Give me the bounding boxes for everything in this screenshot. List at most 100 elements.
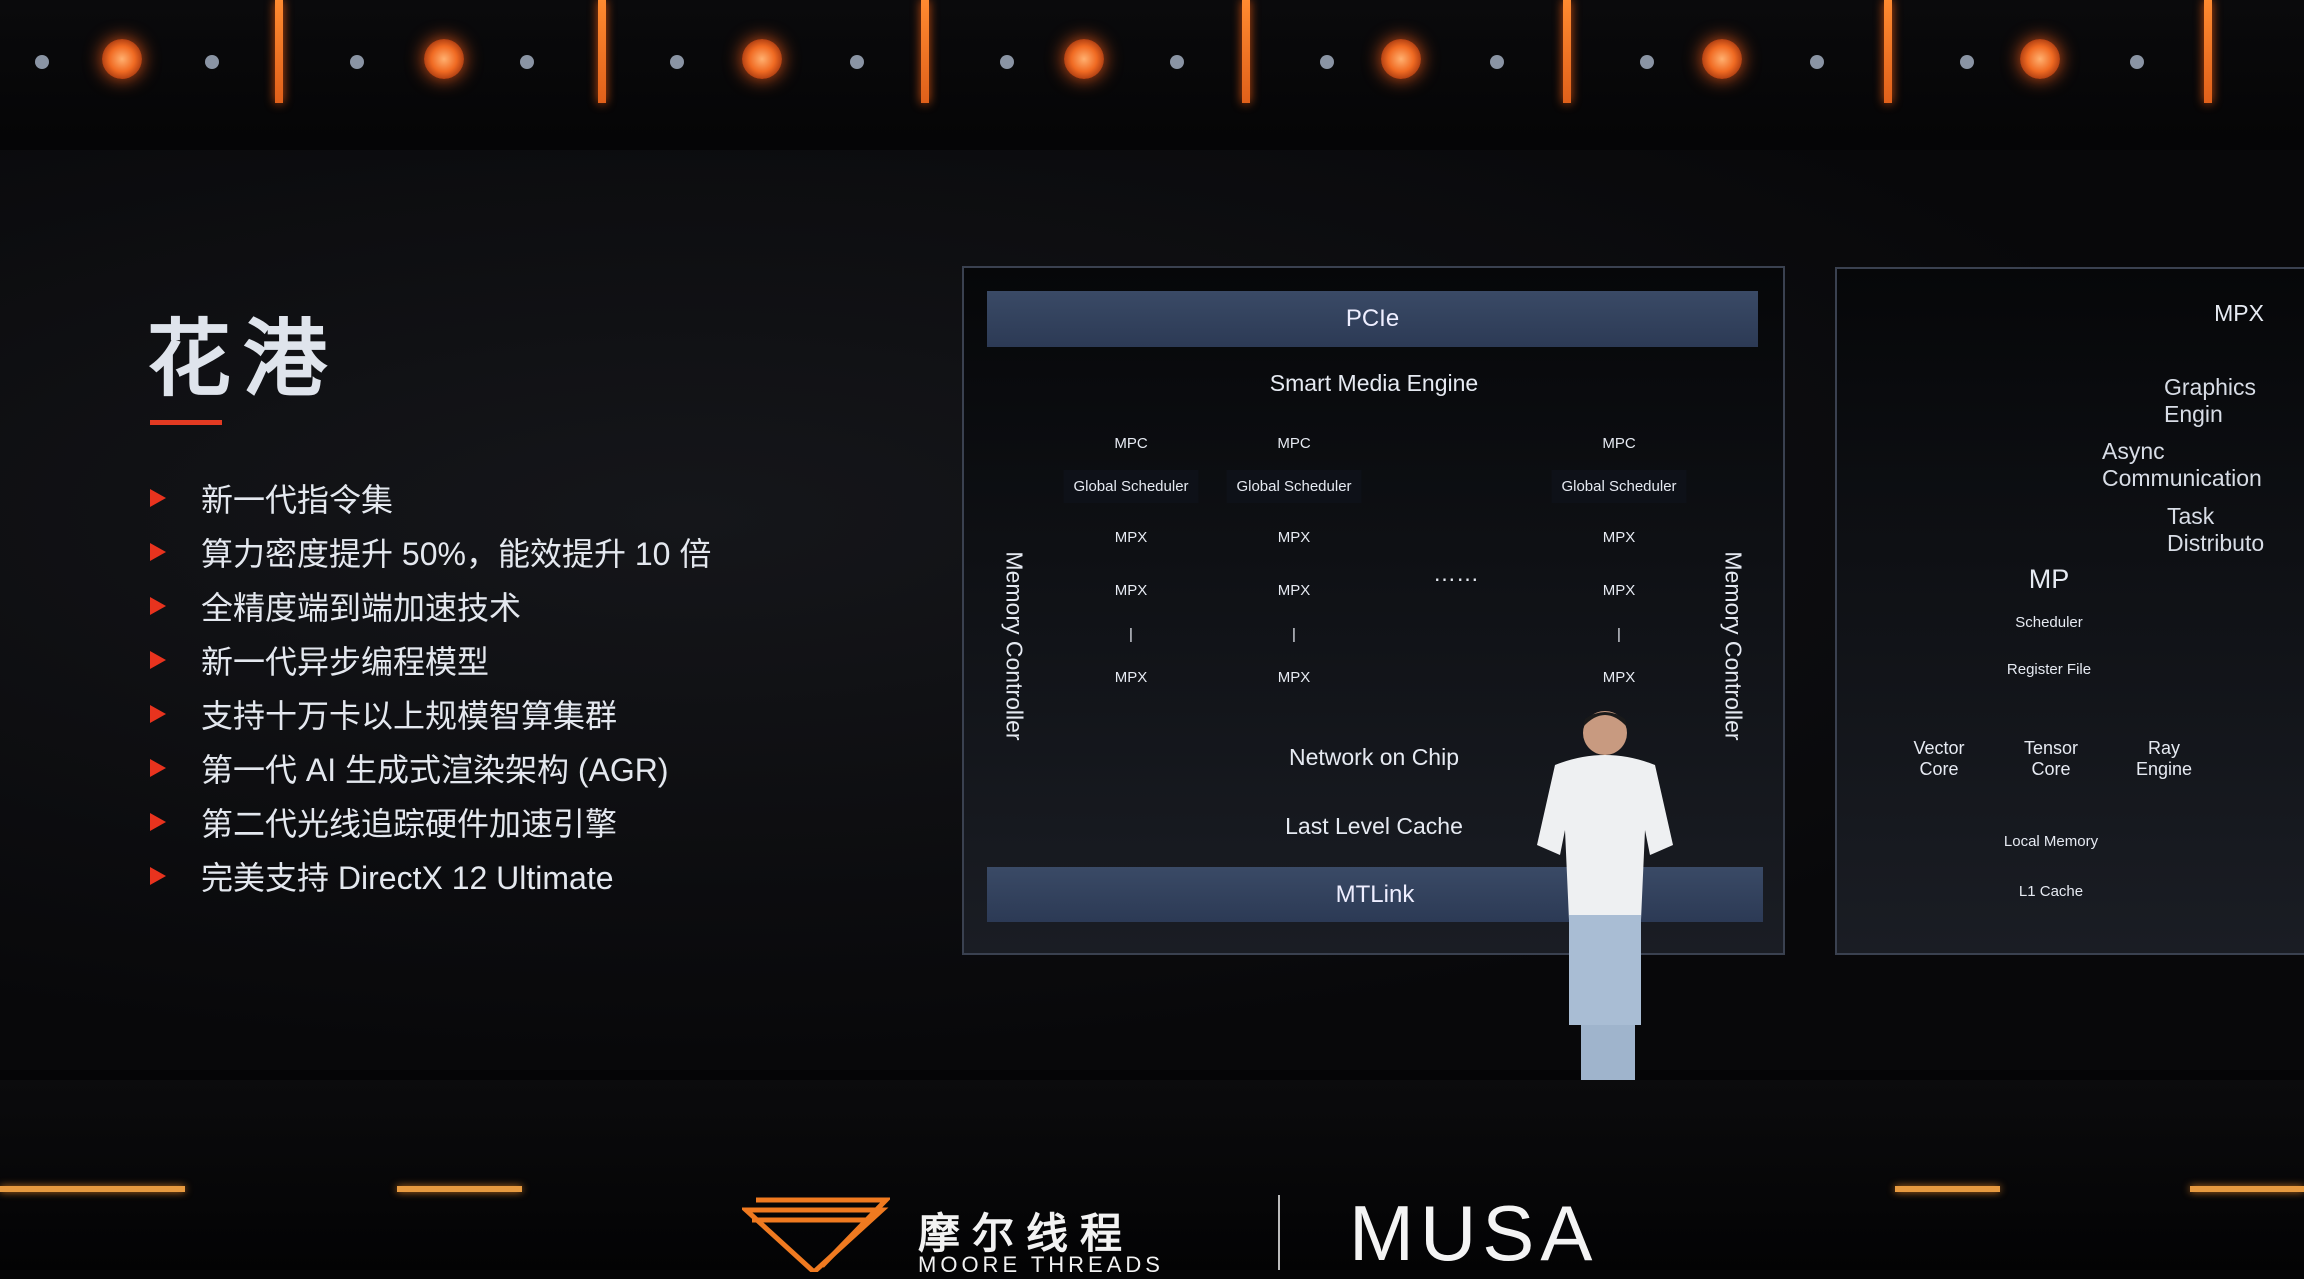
local-memory: Local Memory [2003, 833, 2099, 850]
graphics-engine: Graphics Engin [2164, 374, 2257, 427]
bullet-arrow-icon [150, 597, 166, 615]
spotlight [1640, 55, 1654, 69]
vector-core: Vector Core [1913, 738, 1965, 779]
register-file: Register File [2006, 661, 2092, 678]
bullet-arrow-icon [150, 867, 166, 885]
slide-title: 花港 [147, 312, 340, 406]
bullet-item: 新一代指令集 [150, 478, 393, 518]
bullet-text: 全精度端到端加速技术 [201, 590, 522, 626]
spotlight [205, 55, 219, 69]
bullet-arrow-icon [150, 813, 166, 831]
stage-lamp [1064, 39, 1104, 79]
stage-lamp [424, 39, 464, 79]
light-bar [2204, 0, 2212, 103]
last-level-cache: Last Level Cache [1285, 813, 1463, 839]
mpx-label: MPX [1114, 529, 1148, 546]
spotlight [1000, 55, 1014, 69]
stage-light [1895, 1186, 2000, 1192]
spotlight [1320, 55, 1334, 69]
ellipsis: …… [1433, 560, 1479, 586]
mpx-label: MPX [1114, 582, 1148, 599]
mpc-label: MPC [1602, 435, 1636, 452]
bullet-text: 新一代异步编程模型 [201, 644, 490, 680]
light-bar [275, 0, 283, 103]
scheduler: Scheduler [2015, 614, 2083, 631]
bullet-item: 算力密度提升 50%，能效提升 10 倍 [150, 532, 711, 572]
presenter [1537, 711, 1673, 1133]
spotlight [2130, 55, 2144, 69]
mpx-label: | [1292, 626, 1296, 643]
light-bar [1242, 0, 1250, 103]
bullet-arrow-icon [150, 705, 166, 723]
stage-lamp [1381, 39, 1421, 79]
light-bar [1884, 0, 1892, 103]
bullet-item: 新一代异步编程模型 [150, 640, 489, 680]
mpx-diagram [1835, 267, 2304, 955]
mpc-label: MPC [1114, 435, 1148, 452]
bullet-text: 新一代指令集 [201, 482, 394, 518]
spotlight [520, 55, 534, 69]
musa-logo: MUSA [1349, 1189, 1599, 1277]
async-communication: Async Communication [2102, 438, 2262, 491]
spotlight [35, 55, 49, 69]
bullet-arrow-icon [150, 489, 166, 507]
bullet-text: 第一代 AI 生成式渲染架构 (AGR) [201, 752, 669, 788]
memory-controller-right: Memory Controller [1720, 551, 1747, 741]
bullet-arrow-icon [150, 543, 166, 561]
stage-lamp [2020, 39, 2060, 79]
mpx-label: MPX [1277, 582, 1311, 599]
bullet-text: 第二代光线追踪硬件加速引擎 [201, 806, 618, 842]
bullet-item: 第二代光线追踪硬件加速引擎 [150, 802, 617, 842]
brand-cn: 摩尔线程 [918, 1210, 1135, 1257]
stage-light [0, 1186, 185, 1192]
bullet-item: 支持十万卡以上规模智算集群 [150, 694, 617, 734]
brand-divider [1278, 1195, 1280, 1270]
bullet-text: 支持十万卡以上规模智算集群 [201, 698, 618, 734]
stage-light [397, 1186, 522, 1192]
spotlight [1960, 55, 1974, 69]
lighting-rig [0, 0, 2304, 140]
spotlight [850, 55, 864, 69]
l1-cache: L1 Cache [2018, 883, 2084, 900]
mpx-label: MPX [1114, 669, 1148, 686]
title-underline [150, 420, 222, 425]
pcie-bar: PCIe [987, 291, 1758, 347]
moore-threads-logo [742, 1197, 890, 1272]
global-scheduler: Global Scheduler [1063, 470, 1199, 503]
spotlight [1810, 55, 1824, 69]
brand-en: MOORE THREADS [918, 1252, 1164, 1277]
mpx-label: MPX [1602, 582, 1636, 599]
stage-lamp [742, 39, 782, 79]
mp-title: MP [2028, 564, 2070, 594]
memory-controller-left: Memory Controller [1001, 551, 1028, 741]
stage-light [2190, 1186, 2304, 1192]
mpx-label: MPX [1277, 669, 1311, 686]
mpx-label: | [1129, 626, 1133, 643]
ray-engine: Ray Engine [2135, 738, 2193, 779]
mpx-label: | [1617, 626, 1621, 643]
bullet-arrow-icon [150, 759, 166, 777]
light-bar [1563, 0, 1571, 103]
tensor-core: Tensor Core [2023, 738, 2079, 779]
bullet-text: 完美支持 DirectX 12 Ultimate [201, 860, 614, 896]
mpc-label: MPC [1277, 435, 1311, 452]
stage [0, 1080, 2304, 1270]
light-bar [921, 0, 929, 103]
spotlight [1490, 55, 1504, 69]
stage-lamp [102, 39, 142, 79]
task-distributor: Task Distributo [2167, 503, 2265, 556]
mpx-label: MPX [1602, 669, 1636, 686]
mpx-title: MPX [2214, 300, 2264, 326]
bullet-item: 完美支持 DirectX 12 Ultimate [150, 856, 614, 896]
light-bar [598, 0, 606, 103]
bullet-arrow-icon [150, 651, 166, 669]
mpx-label: MPX [1277, 529, 1311, 546]
spotlight [1170, 55, 1184, 69]
network-on-chip: Network on Chip [1288, 744, 1460, 770]
stage-lamp [1702, 39, 1742, 79]
bullet-text: 算力密度提升 50%，能效提升 10 倍 [201, 536, 712, 572]
global-scheduler: Global Scheduler [1226, 470, 1362, 503]
bullet-item: 全精度端到端加速技术 [150, 586, 521, 626]
smart-media-engine: Smart Media Engine [1269, 370, 1479, 396]
bullet-item: 第一代 AI 生成式渲染架构 (AGR) [150, 748, 669, 788]
